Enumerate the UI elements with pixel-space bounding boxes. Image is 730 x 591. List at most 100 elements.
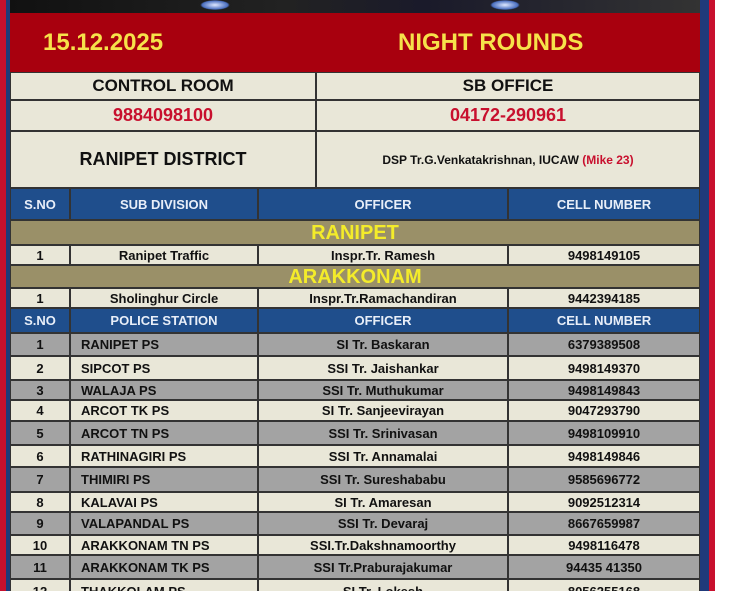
police-station: ARAKKONAM TN PS [70, 535, 258, 555]
district-row: RANIPET DISTRICT DSP Tr.G.Venkatakrishna… [10, 131, 700, 188]
police-station: THAKKOLAM PS [70, 579, 258, 591]
col-cell-number: CELL NUMBER [508, 188, 700, 220]
sub-division: Ranipet Traffic [70, 245, 258, 265]
dsp-callsign: (Mike 23) [582, 152, 634, 167]
table-row: 10 ARAKKONAM TN PS SSI.Tr.Dakshnamoorthy 94… [10, 535, 700, 555]
cell-number: 8667659987 [508, 512, 700, 535]
police-station: ARCOT TN PS [70, 421, 258, 445]
district-name: RANIPET DISTRICT [10, 131, 316, 188]
sb-office-number: 04172-290961 [316, 100, 700, 131]
police-station: ARAKKONAM TK PS [70, 555, 258, 579]
sno: 7 [10, 467, 70, 492]
dsp-info: DSP Tr.G.Venkatakrishnan, IUCAW (Mike 23… [316, 131, 700, 188]
col-sub-division: SUB DIVISION [70, 188, 258, 220]
contact-numbers: 9884098100 04172-290961 [10, 100, 700, 131]
col-police-station: POLICE STATION [70, 308, 258, 333]
police-station: VALAPANDAL PS [70, 512, 258, 535]
table-row: 8 KALAVAI PS SI Tr. Amaresan 9092512314 [10, 492, 700, 512]
officer: SSI Tr. Devaraj [258, 512, 508, 535]
officer: SI Tr. Sanjeevirayan [258, 400, 508, 421]
officer: SI Tr. Baskaran [258, 333, 508, 356]
date: 15.12.2025 [43, 29, 164, 56]
cell-number: 9498149843 [508, 380, 700, 400]
police-station: WALAJA PS [70, 380, 258, 400]
table-row: 11 ARAKKONAM TK PS SSI Tr.Praburajakumar 94… [10, 555, 700, 579]
control-room-number: 9884098100 [10, 100, 316, 131]
sno: 1 [10, 245, 70, 265]
officer: SSI.Tr.Dakshnamoorthy [258, 535, 508, 555]
officer: SI Tr. Amaresan [258, 492, 508, 512]
control-room-label: CONTROL ROOM [10, 72, 316, 100]
table-row: 1 Sholinghur Circle Inspr.Tr.Ramachandir… [10, 288, 700, 308]
officer: Inspr.Tr. Ramesh [258, 245, 508, 265]
table-row: 2 SIPCOT PS SSI Tr. Jaishankar 9498149370 [10, 356, 700, 380]
cell-number: 9498149846 [508, 445, 700, 467]
police-station: ARCOT TK PS [70, 400, 258, 421]
sno: 2 [10, 356, 70, 380]
officer: Inspr.Tr.Ramachandiran [258, 288, 508, 308]
cell-number: 6379389508 [508, 333, 700, 356]
cell-number: 9092512314 [508, 492, 700, 512]
table-row: 4 ARCOT TK PS SI Tr. Sanjeevirayan 90472937… [10, 400, 700, 421]
sno: 4 [10, 400, 70, 421]
col-sno: S.NO [10, 188, 70, 220]
police-station: THIMIRI PS [70, 467, 258, 492]
officer: SSI Tr.Praburajakumar [258, 555, 508, 579]
sno: 9 [10, 512, 70, 535]
sno: 8 [10, 492, 70, 512]
cell-number: 9498116478 [508, 535, 700, 555]
cell-number: 9047293790 [508, 400, 700, 421]
sno: 1 [10, 288, 70, 308]
contact-labels: CONTROL ROOM SB OFFICE [10, 72, 700, 100]
table-row: 12 THAKKOLAM PS SI Tr. Lokesh 8056255168 [10, 579, 700, 591]
table-row: 9 VALAPANDAL PS SSI Tr. Devaraj 8667659987 [10, 512, 700, 535]
police-station: SIPCOT PS [70, 356, 258, 380]
headlight-left [200, 0, 230, 10]
sno: 12 [10, 579, 70, 591]
cell-number: 94435 41350 [508, 555, 700, 579]
group-ranipet: RANIPET [10, 220, 700, 245]
sno: 1 [10, 333, 70, 356]
sno: 11 [10, 555, 70, 579]
table-row: 1 Ranipet Traffic Inspr.Tr. Ramesh 94981… [10, 245, 700, 265]
cell-number: 9498109910 [508, 421, 700, 445]
police-station: KALAVAI PS [70, 492, 258, 512]
officer: SSI Tr. Muthukumar [258, 380, 508, 400]
sno: 10 [10, 535, 70, 555]
sb-office-label: SB OFFICE [316, 72, 700, 100]
table-row: 5 ARCOT TN PS SSI Tr. Srinivasan 9498109910 [10, 421, 700, 445]
title-banner: 15.12.2025 NIGHT ROUNDS [10, 13, 700, 72]
cell-number: 9442394185 [508, 288, 700, 308]
police-station: RANIPET PS [70, 333, 258, 356]
cell-number: 9498149370 [508, 356, 700, 380]
sno: 5 [10, 421, 70, 445]
officer: SSI Tr. Jaishankar [258, 356, 508, 380]
officer: SSI Tr. Srinivasan [258, 421, 508, 445]
col-officer: OFFICER [258, 308, 508, 333]
group-arakkonam: ARAKKONAM [10, 265, 700, 288]
officer: SSI Tr. Annamalai [258, 445, 508, 467]
table-row: 1 RANIPET PS SI Tr. Baskaran 6379389508 [10, 333, 700, 356]
col-cell-number: CELL NUMBER [508, 308, 700, 333]
col-officer: OFFICER [258, 188, 508, 220]
cell-number: 9585696772 [508, 467, 700, 492]
police-station: RATHINAGIRI PS [70, 445, 258, 467]
header-photo [10, 0, 700, 13]
officer: SSI Tr. Sureshababu [258, 467, 508, 492]
table-row: 6 RATHINAGIRI PS SSI Tr. Annamalai 94981498… [10, 445, 700, 467]
dsp-name: DSP Tr.G.Venkatakrishnan, IUCAW [382, 152, 579, 167]
subdivision-header: S.NO SUB DIVISION OFFICER CELL NUMBER [10, 188, 700, 220]
headlight-right [490, 0, 520, 10]
sno: 3 [10, 380, 70, 400]
cell-number: 8056255168 [508, 579, 700, 591]
roster-sheet: 15.12.2025 NIGHT ROUNDS CONTROL ROOM SB … [10, 0, 700, 591]
table-row: 7 THIMIRI PS SSI Tr. Sureshababu 9585696772 [10, 467, 700, 492]
cell-number: 9498149105 [508, 245, 700, 265]
sno: 6 [10, 445, 70, 467]
station-header: S.NO POLICE STATION OFFICER CELL NUMBER [10, 308, 700, 333]
col-sno: S.NO [10, 308, 70, 333]
table-row: 3 WALAJA PS SSI Tr. Muthukumar 9498149843 [10, 380, 700, 400]
sub-division: Sholinghur Circle [70, 288, 258, 308]
page-title: NIGHT ROUNDS [398, 29, 584, 56]
officer: SI Tr. Lokesh [258, 579, 508, 591]
